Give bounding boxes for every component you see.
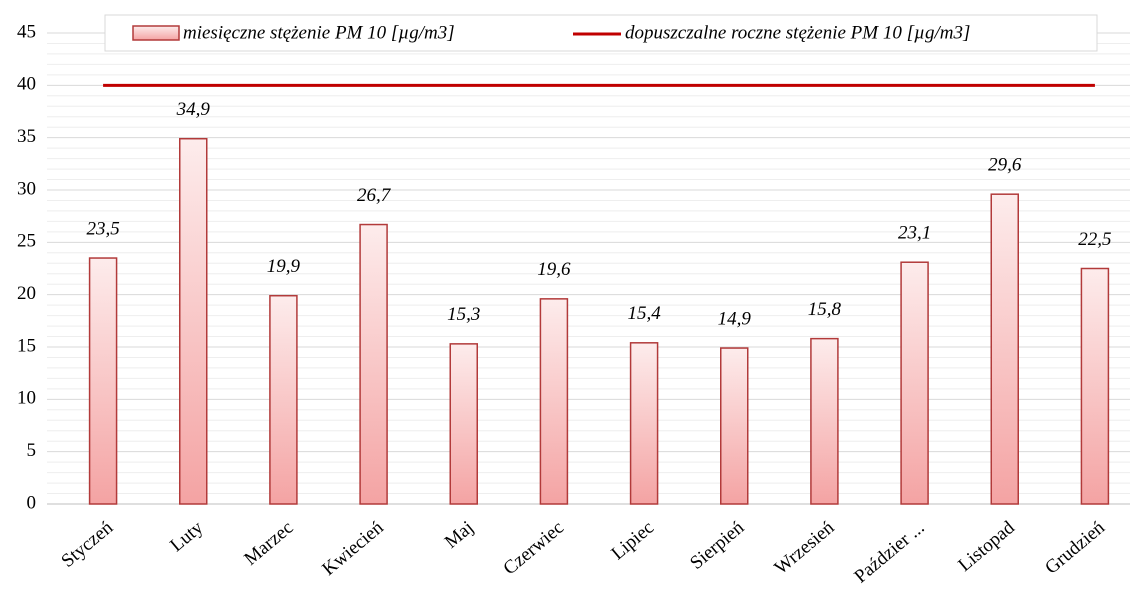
y-tick-label: 30 xyxy=(17,178,36,199)
value-label: 15,3 xyxy=(447,304,480,325)
value-label: 29,6 xyxy=(988,155,1022,176)
y-tick-label: 40 xyxy=(17,74,36,95)
value-label: 19,9 xyxy=(267,256,301,277)
value-label: 26,7 xyxy=(357,185,392,206)
x-tick-label: Sierpień xyxy=(686,517,748,574)
x-tick-label: Luty xyxy=(166,517,207,556)
x-tick-label: Styczeń xyxy=(58,517,118,572)
legend-label: miesięczne stężenie PM 10 [µg/m3] xyxy=(183,22,455,43)
y-tick-label: 0 xyxy=(27,492,37,513)
x-tick-label: Listopad xyxy=(954,517,1019,576)
y-tick-label: 45 xyxy=(17,21,36,42)
bar xyxy=(179,137,208,505)
value-label: 15,8 xyxy=(808,299,842,320)
y-tick-label: 10 xyxy=(17,388,36,409)
y-tick-label: 15 xyxy=(17,335,36,356)
legend-label: dopuszczalne roczne stężenie PM 10 [µg/m… xyxy=(625,22,970,43)
bar xyxy=(269,294,298,505)
x-tick-label: Maj xyxy=(441,517,478,553)
value-label: 23,1 xyxy=(898,223,931,244)
bar xyxy=(539,298,569,505)
bar xyxy=(629,342,659,505)
bar xyxy=(720,347,749,505)
value-label: 14,9 xyxy=(718,308,752,329)
y-tick-label: 5 xyxy=(27,440,37,461)
y-tick-label: 25 xyxy=(17,231,36,252)
x-tick-label: Lipiec xyxy=(607,517,658,564)
bar xyxy=(990,193,1019,505)
bar xyxy=(359,223,388,505)
bar xyxy=(900,261,929,505)
bar xyxy=(88,257,118,505)
value-label: 19,6 xyxy=(537,259,571,280)
bar xyxy=(810,337,839,505)
value-label: 23,5 xyxy=(86,218,119,239)
legend-swatch xyxy=(132,25,180,41)
bar xyxy=(1080,267,1110,505)
value-label: 22,5 xyxy=(1078,229,1111,250)
y-tick-label: 20 xyxy=(17,283,36,304)
x-tick-label: Kwiecień xyxy=(318,517,388,580)
x-tick-label: Marzec xyxy=(240,517,297,570)
y-tick-label: 35 xyxy=(17,126,36,147)
x-tick-label: Paździer ... xyxy=(850,517,928,587)
value-label: 15,4 xyxy=(627,303,661,324)
x-tick-label: Grudzień xyxy=(1041,517,1109,579)
value-label: 34,9 xyxy=(176,99,211,120)
x-tick-label: Czerwiec xyxy=(499,517,567,579)
bar xyxy=(449,343,478,505)
x-tick-label: Wrzesień xyxy=(771,517,839,579)
